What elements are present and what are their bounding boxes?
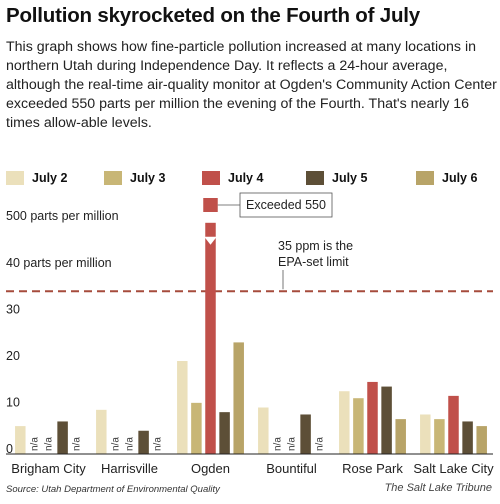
na-label: n/a bbox=[44, 437, 55, 451]
na-label: n/a bbox=[125, 437, 136, 451]
bar bbox=[15, 426, 26, 454]
bar bbox=[381, 386, 392, 454]
source-note: Source: Utah Department of Environmental… bbox=[6, 484, 220, 495]
legend-swatch bbox=[306, 171, 324, 185]
bar bbox=[448, 395, 459, 454]
bar bbox=[258, 407, 269, 454]
na-label: n/a bbox=[272, 437, 283, 451]
na-label: n/a bbox=[110, 437, 121, 451]
legend-label: July 5 bbox=[332, 171, 368, 185]
bar bbox=[300, 414, 311, 454]
y-tick-label: 10 bbox=[6, 396, 20, 410]
na-label: n/a bbox=[315, 437, 326, 451]
legend-item-july-6: July 6 bbox=[416, 170, 477, 186]
callout-label: Exceeded 550 bbox=[246, 198, 326, 212]
epa-limit-label: EPA-set limit bbox=[278, 255, 349, 269]
legend: July 2 July 3 July 4 July 5 July 6 bbox=[6, 170, 496, 186]
legend-label: July 2 bbox=[32, 171, 68, 185]
legend-swatch bbox=[202, 171, 220, 185]
category-label: Bountiful bbox=[266, 461, 317, 476]
bar bbox=[339, 391, 350, 454]
legend-item-july-5: July 5 bbox=[306, 170, 367, 186]
legend-item-july-4: July 4 bbox=[202, 170, 263, 186]
legend-item-july-3: July 3 bbox=[104, 170, 165, 186]
y-tick-label: 0 bbox=[6, 442, 13, 456]
na-label: n/a bbox=[153, 437, 164, 451]
bar bbox=[177, 361, 188, 454]
legend-label: July 4 bbox=[228, 171, 264, 185]
credit: The Salt Lake Tribune bbox=[384, 482, 492, 494]
bar bbox=[353, 398, 364, 454]
chart-title: Pollution skyrocketed on the Fourth of J… bbox=[6, 4, 420, 27]
y-tick-label: 30 bbox=[6, 303, 20, 317]
legend-item-july-2: July 2 bbox=[6, 170, 67, 186]
bar-break-mark bbox=[204, 236, 217, 245]
epa-limit-label: 35 ppm is the bbox=[278, 239, 353, 253]
bar bbox=[233, 342, 244, 454]
legend-label: July 3 bbox=[130, 171, 166, 185]
bar bbox=[434, 419, 445, 454]
bar-cap bbox=[203, 198, 218, 212]
y-tick-label: 40 parts per million bbox=[6, 256, 112, 270]
legend-swatch bbox=[6, 171, 24, 185]
callout-box bbox=[239, 192, 333, 218]
bar bbox=[367, 381, 378, 454]
category-label: Salt Lake City bbox=[413, 461, 494, 476]
category-label: Ogden bbox=[191, 461, 230, 476]
legend-swatch bbox=[104, 171, 122, 185]
na-label: n/a bbox=[72, 437, 83, 451]
category-label: Rose Park bbox=[342, 461, 403, 476]
y-tick-label: 500 parts per million bbox=[6, 209, 119, 223]
bar bbox=[395, 419, 406, 454]
bar bbox=[205, 222, 216, 454]
legend-swatch bbox=[416, 171, 434, 185]
bar bbox=[138, 430, 149, 454]
bar bbox=[219, 412, 230, 454]
y-tick-label: 20 bbox=[6, 349, 20, 363]
chart-description: This graph shows how fine-particle pollu… bbox=[6, 39, 497, 131]
bar bbox=[462, 421, 473, 454]
bar bbox=[57, 421, 68, 454]
bar bbox=[191, 402, 202, 454]
category-label: Brigham City bbox=[11, 461, 86, 476]
bar bbox=[420, 414, 431, 454]
bar bbox=[96, 409, 107, 454]
na-label: n/a bbox=[29, 437, 40, 451]
bar bbox=[476, 426, 487, 454]
legend-label: July 6 bbox=[442, 171, 478, 185]
category-label: Harrisville bbox=[101, 461, 158, 476]
na-label: n/a bbox=[287, 437, 298, 451]
